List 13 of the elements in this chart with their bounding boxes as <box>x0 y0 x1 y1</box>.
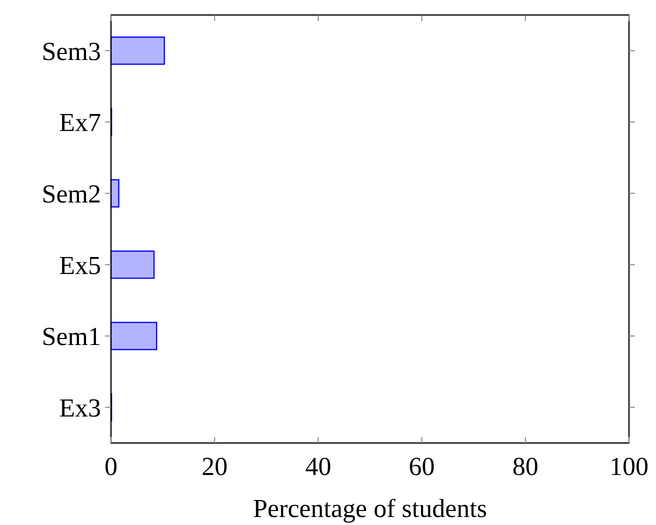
y-tick-label: Ex3 <box>59 393 101 422</box>
y-tick-label: Sem1 <box>42 322 101 352</box>
y-tick-label: Sem3 <box>42 36 101 66</box>
x-tick-label: 20 <box>202 452 228 481</box>
x-tick-label: 80 <box>512 452 538 481</box>
x-tick-label: 100 <box>610 452 648 481</box>
y-tick-label: Sem2 <box>42 179 101 208</box>
x-tick-label: 60 <box>408 452 435 481</box>
y-tick-label: Ex7 <box>59 108 101 138</box>
x-tick-label: 40 <box>305 452 332 481</box>
x-axis-title: Percentage of students <box>253 494 487 523</box>
y-tick-label: Ex5 <box>59 250 101 280</box>
x-tick-label: 0 <box>104 452 118 481</box>
